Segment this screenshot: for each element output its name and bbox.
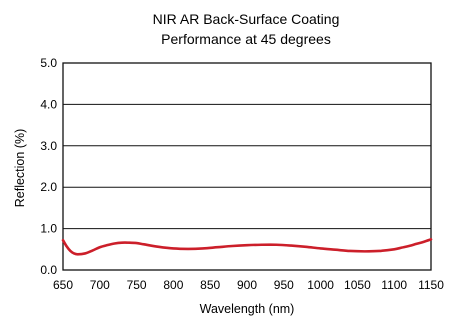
x-tick-label: 750 <box>127 278 147 292</box>
x-tick-label: 650 <box>53 278 73 292</box>
x-tick-label: 1000 <box>307 278 334 292</box>
y-tick-label: 2.0 <box>40 180 57 194</box>
x-axis-label: Wavelength (nm) <box>200 302 295 316</box>
y-tick-label: 0.0 <box>40 263 57 277</box>
grid <box>63 103 431 230</box>
x-tick-label: 850 <box>200 278 220 292</box>
x-tick-label: 1150 <box>418 278 444 292</box>
series-line <box>61 238 433 256</box>
x-tick-label: 950 <box>274 278 294 292</box>
plot-frame <box>62 62 432 271</box>
x-tick-label: 700 <box>90 278 110 292</box>
y-axis-label: Reflection (%) <box>13 129 27 208</box>
y-tick-label: 5.0 <box>40 56 57 70</box>
x-tick-label: 900 <box>237 278 257 292</box>
x-tick-label: 800 <box>163 278 183 292</box>
x-tick-label: 1050 <box>344 278 371 292</box>
x-tick-label: 1100 <box>381 278 407 292</box>
y-tick-labels: 0.0 1.0 2.0 3.0 4.0 5.0 <box>40 56 57 277</box>
chart-title-line-2: Performance at 45 degrees <box>161 31 331 47</box>
y-tick-label: 3.0 <box>40 139 57 153</box>
x-tick-labels: 650 700 750 800 850 900 950 1000 1050 1100 1150 <box>53 278 444 292</box>
chart-title-line-1: NIR AR Back-Surface Coating <box>153 11 340 27</box>
y-tick-label: 4.0 <box>40 97 57 111</box>
y-tick-label: 1.0 <box>40 222 57 236</box>
